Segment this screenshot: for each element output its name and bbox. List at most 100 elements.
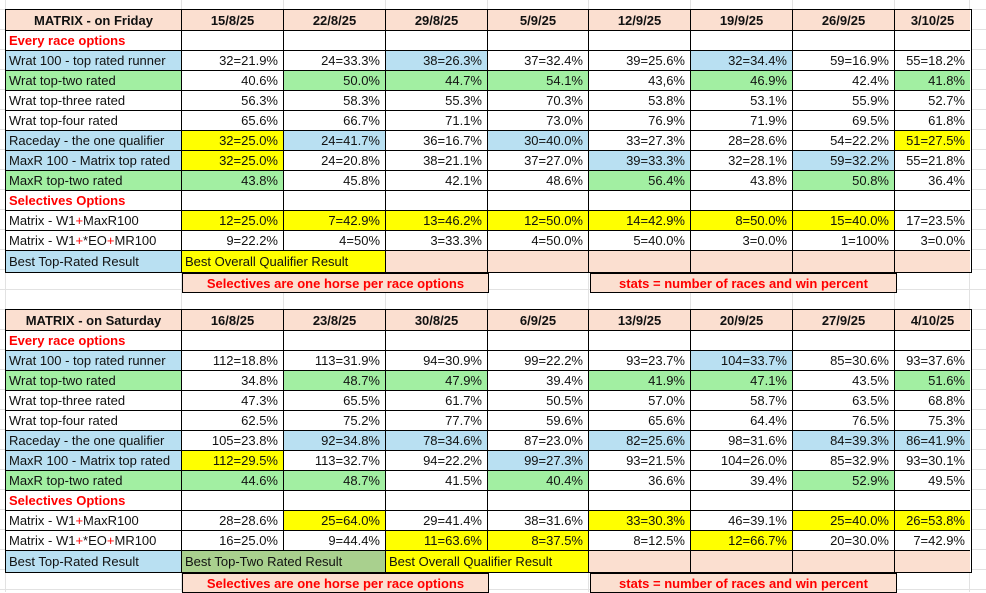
- data-cell[interactable]: 63.5%: [793, 391, 895, 411]
- data-cell[interactable]: 3=0.0%: [895, 231, 970, 251]
- data-cell[interactable]: 26=53.8%: [895, 511, 970, 531]
- data-cell[interactable]: 14=42.9%: [589, 211, 691, 231]
- data-cell[interactable]: 53.8%: [589, 91, 691, 111]
- data-cell[interactable]: 29=41.4%: [386, 511, 488, 531]
- empty-cell[interactable]: [386, 191, 488, 211]
- date-header-cell[interactable]: 12/9/25: [589, 10, 691, 31]
- row-label-cell[interactable]: Wrat 100 - top rated runner: [6, 51, 182, 71]
- data-cell[interactable]: 65.6%: [182, 111, 284, 131]
- empty-cell[interactable]: [488, 251, 589, 272]
- empty-cell[interactable]: [386, 251, 488, 272]
- data-cell[interactable]: 71.1%: [386, 111, 488, 131]
- data-cell[interactable]: 4=50%: [284, 231, 386, 251]
- row-label-cell[interactable]: Matrix - W1 + *EO + MR100: [6, 531, 182, 551]
- date-header-cell[interactable]: 23/8/25: [284, 310, 386, 331]
- data-cell[interactable]: 52.9%: [793, 471, 895, 491]
- data-cell[interactable]: 20=30.0%: [793, 531, 895, 551]
- data-cell[interactable]: 41.9%: [589, 371, 691, 391]
- data-cell[interactable]: 30=40.0%: [488, 131, 589, 151]
- note-cell[interactable]: stats = number of races and win percent: [590, 273, 897, 293]
- data-cell[interactable]: 17=23.5%: [895, 211, 970, 231]
- empty-cell[interactable]: [284, 491, 386, 511]
- data-cell[interactable]: 43,6%: [589, 71, 691, 91]
- row-label-cell[interactable]: MaxR top-two rated: [6, 171, 182, 191]
- date-header-cell[interactable]: 26/9/25: [793, 10, 895, 31]
- data-cell[interactable]: 7=42.9%: [895, 531, 970, 551]
- data-cell[interactable]: 75.2%: [284, 411, 386, 431]
- row-label-cell[interactable]: Matrix - W1 + MaxR100: [6, 511, 182, 531]
- data-cell[interactable]: 13=46.2%: [386, 211, 488, 231]
- data-cell[interactable]: 55.3%: [386, 91, 488, 111]
- data-cell[interactable]: 45.8%: [284, 171, 386, 191]
- data-cell[interactable]: 48.6%: [488, 171, 589, 191]
- data-cell[interactable]: 73.0%: [488, 111, 589, 131]
- data-cell[interactable]: 24=33.3%: [284, 51, 386, 71]
- empty-cell[interactable]: [589, 491, 691, 511]
- data-cell[interactable]: 51=27.5%: [895, 131, 970, 151]
- data-cell[interactable]: 32=21.9%: [182, 51, 284, 71]
- data-cell[interactable]: 40.4%: [488, 471, 589, 491]
- empty-cell[interactable]: [895, 491, 970, 511]
- data-cell[interactable]: 12=25.0%: [182, 211, 284, 231]
- date-header-cell[interactable]: 27/9/25: [793, 310, 895, 331]
- data-cell[interactable]: 112=18.8%: [182, 351, 284, 371]
- data-cell[interactable]: 46=39.1%: [691, 511, 793, 531]
- table-title[interactable]: MATRIX - on Friday: [6, 10, 182, 31]
- data-cell[interactable]: 99=27.3%: [488, 451, 589, 471]
- data-cell[interactable]: 84=39.3%: [793, 431, 895, 451]
- empty-cell[interactable]: [895, 251, 970, 272]
- data-cell[interactable]: 1=100%: [793, 231, 895, 251]
- date-header-cell[interactable]: 30/8/25: [386, 310, 488, 331]
- empty-cell[interactable]: [895, 191, 970, 211]
- note-cell[interactable]: stats = number of races and win percent: [590, 573, 897, 593]
- empty-cell[interactable]: [691, 491, 793, 511]
- data-cell[interactable]: 42.1%: [386, 171, 488, 191]
- data-cell[interactable]: 42.4%: [793, 71, 895, 91]
- data-cell[interactable]: 25=40.0%: [793, 511, 895, 531]
- data-cell[interactable]: 43.5%: [793, 371, 895, 391]
- empty-cell[interactable]: [488, 331, 589, 351]
- data-cell[interactable]: 49.5%: [895, 471, 970, 491]
- note-cell[interactable]: Selectives are one horse per race option…: [182, 573, 489, 593]
- empty-cell[interactable]: [793, 491, 895, 511]
- data-cell[interactable]: 104=33.7%: [691, 351, 793, 371]
- data-cell[interactable]: 9=44.4%: [284, 531, 386, 551]
- empty-cell[interactable]: [182, 31, 284, 51]
- data-cell[interactable]: 39=25.6%: [589, 51, 691, 71]
- data-cell[interactable]: 66.7%: [284, 111, 386, 131]
- data-cell[interactable]: 50.5%: [488, 391, 589, 411]
- data-cell[interactable]: 44.6%: [182, 471, 284, 491]
- data-cell[interactable]: 36.6%: [589, 471, 691, 491]
- data-cell[interactable]: 68.8%: [895, 391, 970, 411]
- section-label-cell[interactable]: Selectives Options: [6, 191, 182, 211]
- data-cell[interactable]: 16=25.0%: [182, 531, 284, 551]
- data-cell[interactable]: 113=32.7%: [284, 451, 386, 471]
- date-header-cell[interactable]: 6/9/25: [488, 310, 589, 331]
- data-cell[interactable]: 46.9%: [691, 71, 793, 91]
- data-cell[interactable]: 104=26.0%: [691, 451, 793, 471]
- data-cell[interactable]: 75.3%: [895, 411, 970, 431]
- row-label-cell[interactable]: Wrat top-four rated: [6, 111, 182, 131]
- row-label-cell[interactable]: MaxR 100 - Matrix top rated: [6, 151, 182, 171]
- result-banner-cell[interactable]: Best Overall Qualifier Result: [182, 251, 386, 272]
- empty-cell[interactable]: [488, 491, 589, 511]
- data-cell[interactable]: 37=32.4%: [488, 51, 589, 71]
- data-cell[interactable]: 55=21.8%: [895, 151, 970, 171]
- empty-cell[interactable]: [691, 31, 793, 51]
- empty-cell[interactable]: [793, 551, 895, 572]
- data-cell[interactable]: 28=28.6%: [691, 131, 793, 151]
- data-cell[interactable]: 3=0.0%: [691, 231, 793, 251]
- data-cell[interactable]: 47.9%: [386, 371, 488, 391]
- data-cell[interactable]: 71.9%: [691, 111, 793, 131]
- row-label-cell[interactable]: MaxR 100 - Matrix top rated: [6, 451, 182, 471]
- row-label-cell[interactable]: Wrat top-three rated: [6, 91, 182, 111]
- section-label-cell[interactable]: Selectives Options: [6, 491, 182, 511]
- data-cell[interactable]: 98=31.6%: [691, 431, 793, 451]
- empty-cell[interactable]: [895, 31, 970, 51]
- data-cell[interactable]: 76.9%: [589, 111, 691, 131]
- data-cell[interactable]: 50.0%: [284, 71, 386, 91]
- row-label-cell[interactable]: Raceday - the one qualifier: [6, 431, 182, 451]
- date-header-cell[interactable]: 3/10/25: [895, 10, 970, 31]
- section-label-cell[interactable]: Every race options: [6, 31, 182, 51]
- data-cell[interactable]: 37=27.0%: [488, 151, 589, 171]
